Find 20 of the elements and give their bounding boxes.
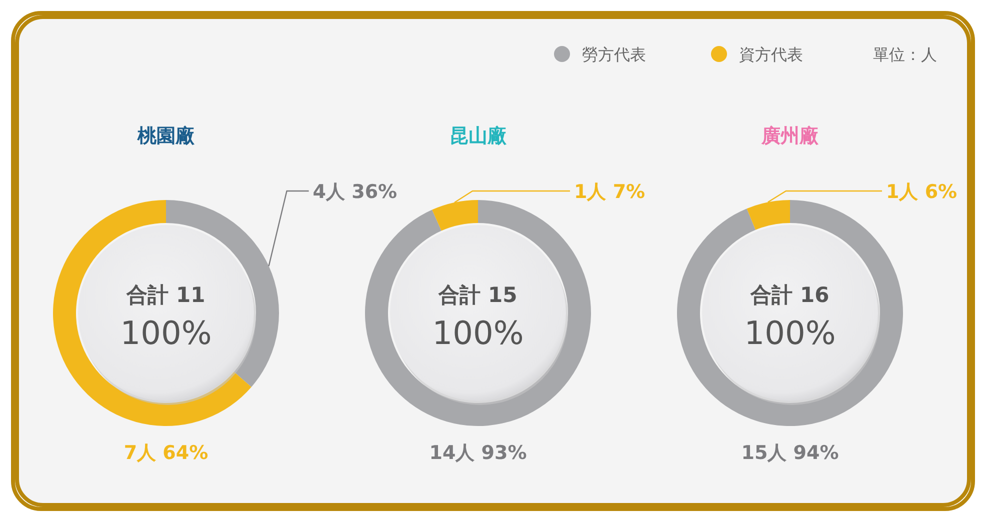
text: 100% xyxy=(120,314,212,352)
data-label: 14人 93% xyxy=(429,442,527,464)
text: 單位：人 xyxy=(873,45,937,64)
text: 合計 15 xyxy=(438,283,518,307)
text: 100% xyxy=(432,314,524,352)
legend-label: 勞方代表 xyxy=(582,45,646,64)
data-label: 4人 36% xyxy=(312,181,398,203)
text: 合計 16 xyxy=(750,283,830,307)
text: 100% xyxy=(744,314,836,352)
data-label: 15人 94% xyxy=(741,442,839,464)
text: 合計 11 xyxy=(126,283,206,307)
donut-slice xyxy=(677,200,903,426)
text: 桃園廠 xyxy=(136,125,196,147)
data-label: 1人 7% xyxy=(574,181,646,203)
donut-slice xyxy=(365,200,591,426)
data-label: 7人 64% xyxy=(124,442,208,464)
chart-title: 廣州廠 xyxy=(760,125,820,147)
legend-label: 資方代表 xyxy=(739,45,803,64)
data-label: 1人 6% xyxy=(886,181,958,203)
chart-title: 昆山廠 xyxy=(450,125,508,147)
